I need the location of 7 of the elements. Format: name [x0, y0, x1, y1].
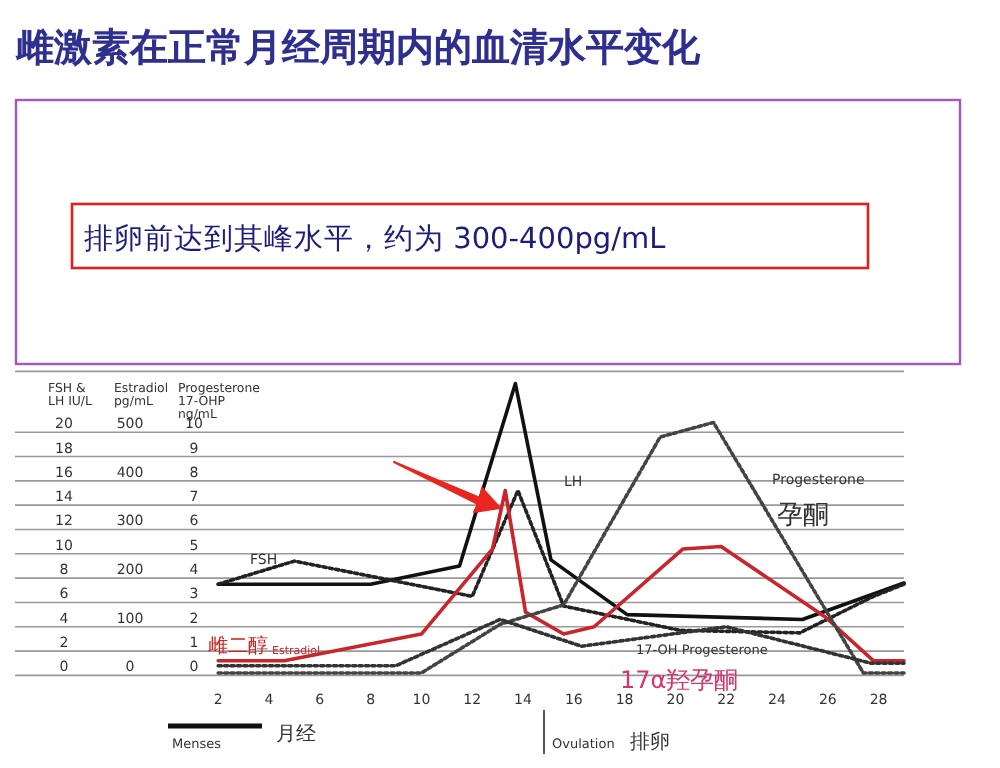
annotation: 雌二醇: [208, 634, 268, 658]
chart-title: 雌激素在正常月经周期内的血清水平变化: [14, 26, 702, 70]
text: 排卵: [630, 730, 670, 754]
annotation: 17α羟孕酮: [620, 666, 739, 694]
text: 排卵前达到其峰水平，约为 300-400pg/mL: [84, 222, 666, 256]
text: 月经: [276, 722, 316, 746]
annotation: 孕酮: [777, 501, 829, 532]
